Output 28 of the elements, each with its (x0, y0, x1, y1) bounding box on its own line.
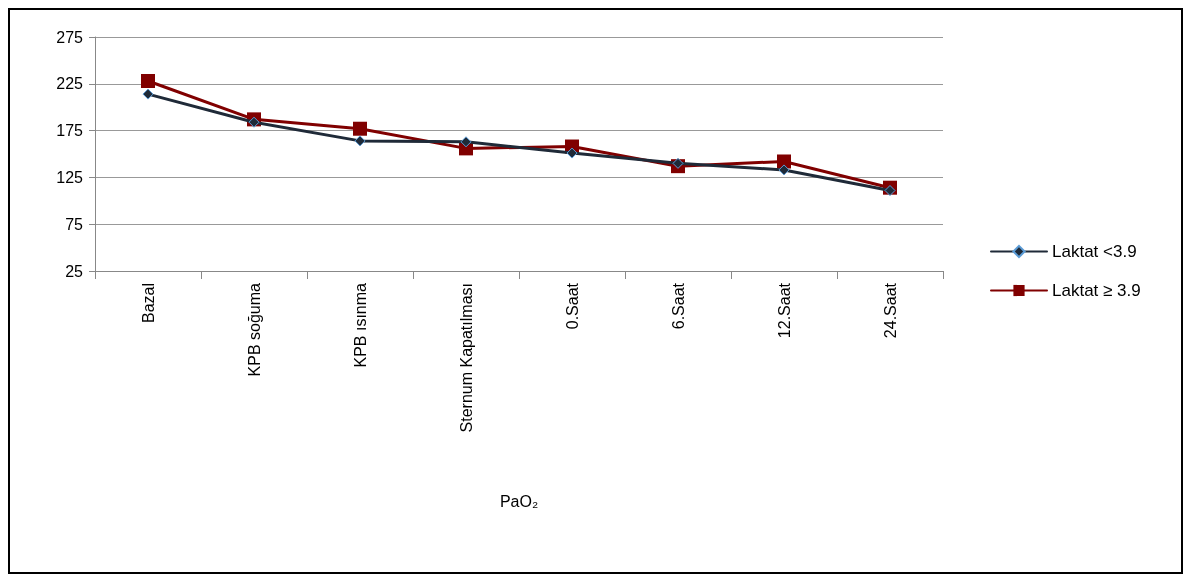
x-axis-title: PaO₂ (499, 492, 539, 510)
legend-label: Laktat ≥ 3.9 (1052, 281, 1141, 300)
x-tick-label: KPB soğuma (245, 282, 263, 377)
y-tick-label: 225 (56, 75, 84, 93)
x-tick-label: Bazal (139, 283, 157, 324)
x-tick-label: 24.Saat (881, 282, 899, 339)
y-tick-label: 275 (56, 28, 84, 46)
x-tick-label: KPB ısınma (351, 282, 369, 368)
x-tick-label: Sternum Kapatılması (457, 283, 475, 433)
point (142, 88, 154, 100)
point (460, 136, 472, 148)
legend-label: Laktat <3.9 (1052, 242, 1137, 261)
point (248, 116, 260, 128)
point (353, 121, 367, 136)
point (672, 157, 684, 169)
point (566, 147, 578, 159)
point (141, 73, 155, 88)
point (884, 185, 896, 196)
point (778, 164, 790, 176)
x-tick-label: 0.Saat (563, 282, 581, 330)
y-tick-label: 75 (65, 215, 84, 233)
y-tick-label: 175 (56, 122, 84, 140)
y-tick-label: 25 (65, 262, 84, 280)
x-tick-label: 6.Saat (669, 282, 687, 330)
y-tick-label: 125 (56, 168, 84, 186)
point (777, 154, 791, 169)
x-tick-label: 12.Saat (775, 282, 793, 339)
point (354, 135, 366, 147)
